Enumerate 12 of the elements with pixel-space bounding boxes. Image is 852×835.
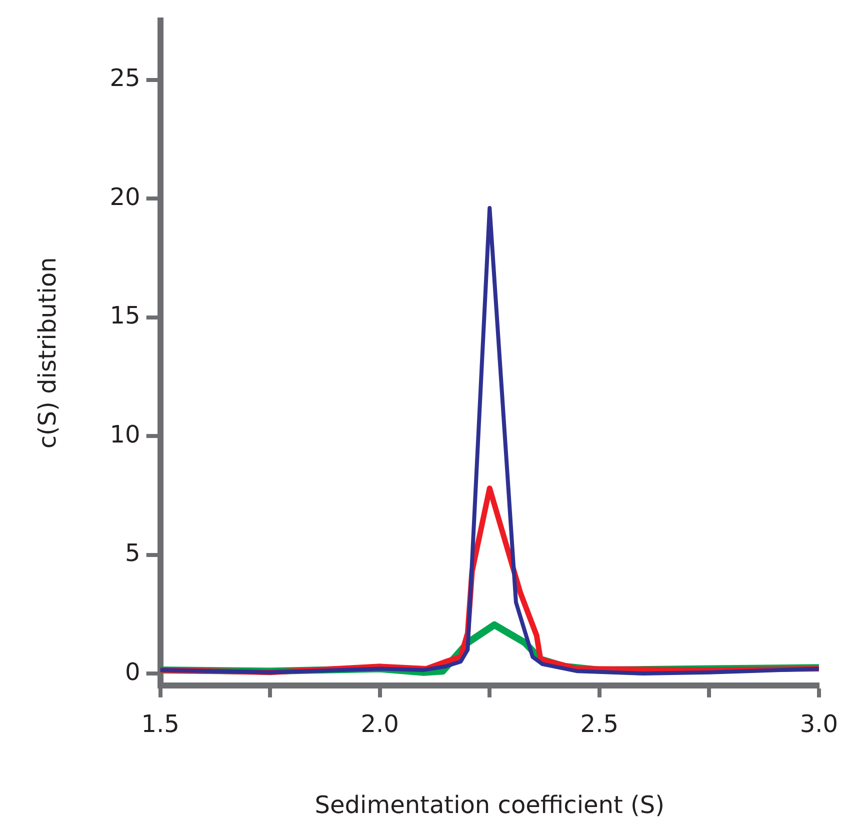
y-tick-label: 25: [110, 64, 140, 92]
x-axis-title: Sedimentation coefficient (S): [314, 790, 664, 819]
x-tick-label: 1.5: [141, 710, 180, 738]
y-axis-title: c(S) distribution: [34, 257, 62, 449]
y-tick-label: 0: [125, 658, 140, 686]
x-tick-label: 3.0: [800, 710, 838, 738]
y-tick-label: 15: [110, 302, 140, 330]
y-tick-label: 20: [110, 182, 140, 211]
y-tick-label: 10: [110, 420, 140, 448]
y-tick-label: 5: [125, 539, 140, 568]
x-tick-label: 2.0: [360, 710, 399, 738]
x-tick-label: 2.5: [580, 710, 618, 738]
